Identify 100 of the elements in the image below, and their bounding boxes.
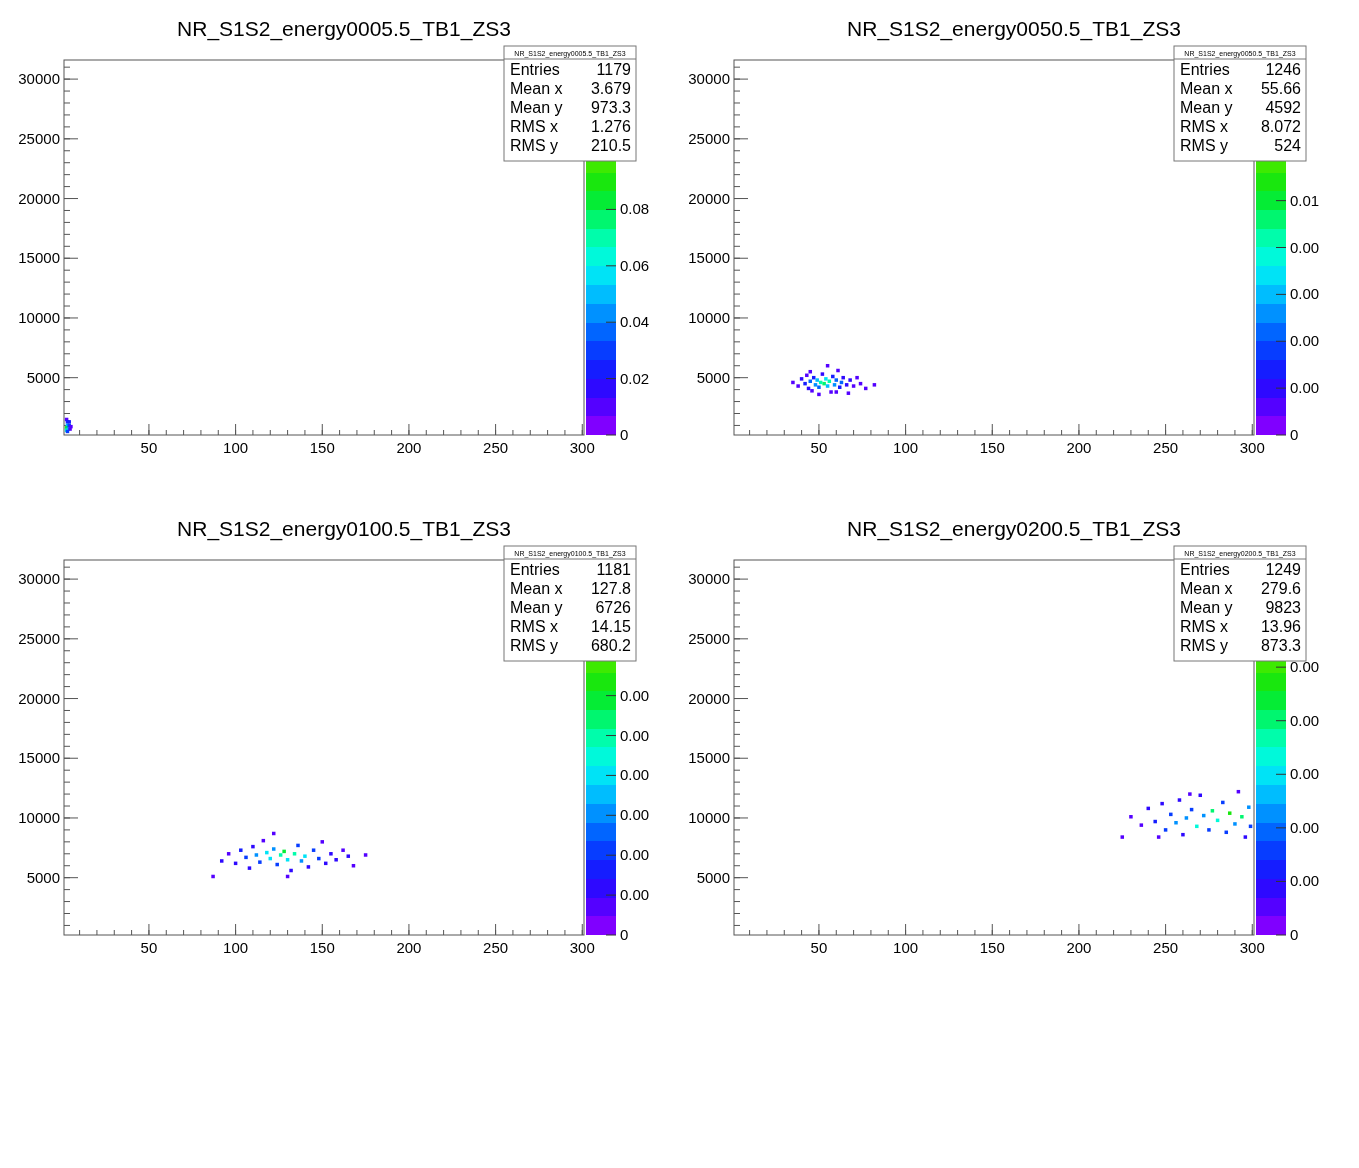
- y-tick-label: 15000: [18, 749, 60, 767]
- x-tick-label: 300: [569, 439, 595, 456]
- chart-title: NR_S1S2_energy0100.5_TB1_ZS3: [177, 517, 511, 541]
- text: 4592: [1265, 99, 1302, 116]
- text: 55.66: [1260, 80, 1302, 97]
- y-tick-label: 20000: [18, 689, 60, 707]
- annotation: RMS y: [1180, 637, 1228, 654]
- color-bar-label: 0.00: [1290, 658, 1320, 676]
- color-bar-label: 0.08: [620, 200, 650, 218]
- color-bar-label: 0.00: [620, 766, 650, 784]
- x-tick-label: 250: [483, 939, 509, 956]
- text: 8.072: [1260, 118, 1302, 135]
- annotation: Mean x: [510, 580, 563, 597]
- y-tick-label: 30000: [688, 70, 730, 88]
- color-bar-label: 0.02: [620, 369, 650, 387]
- y-tick-label: 5000: [696, 868, 730, 886]
- text: 14.15: [590, 618, 632, 635]
- y-tick-label: 20000: [18, 189, 60, 207]
- y-tick-label: 10000: [688, 308, 730, 326]
- x-tick-label: 50: [140, 439, 158, 456]
- text: 1.276: [590, 118, 632, 135]
- color-bar-label: 0.00: [1290, 818, 1320, 836]
- text: 1181: [596, 561, 632, 578]
- color-bar-label: 0: [620, 926, 629, 943]
- x-tick-label: 300: [569, 939, 595, 956]
- y-tick-label: 25000: [18, 629, 60, 647]
- text: 6726: [595, 599, 632, 616]
- color-bar-label: 0.06: [620, 256, 650, 274]
- y-tick-label: 10000: [688, 808, 730, 826]
- annotation: Mean x: [1180, 80, 1233, 97]
- text: 973.3: [590, 99, 632, 116]
- annotation: Mean y: [510, 599, 563, 616]
- color-bar-label: 0.04: [620, 313, 650, 331]
- x-tick-label: 200: [396, 939, 422, 956]
- text: 873.3: [1260, 637, 1302, 654]
- color-bar-label: 0.00: [620, 806, 650, 824]
- annotation: Mean y: [1180, 99, 1233, 116]
- color-bar-label: 0: [1290, 926, 1299, 943]
- text: 13.96: [1260, 618, 1302, 635]
- chart-title: NR_S1S2_energy0050.5_TB1_ZS3: [847, 17, 1181, 41]
- annotation: Entries: [1180, 561, 1230, 578]
- annotation: RMS y: [1180, 137, 1228, 154]
- x-tick-label: 100: [223, 939, 249, 956]
- x-tick-label: 100: [893, 439, 919, 456]
- color-bar-label: 0.00: [620, 686, 650, 704]
- x-tick-label: 150: [309, 439, 335, 456]
- text: 3.679: [590, 80, 632, 97]
- y-tick-label: 5000: [26, 868, 60, 886]
- y-tick-label: 5000: [26, 368, 60, 386]
- annotation: Mean y: [510, 99, 563, 116]
- y-tick-label: 25000: [18, 129, 60, 147]
- x-tick-label: 100: [223, 439, 249, 456]
- chart-title: NR_S1S2_energy0005.5_TB1_ZS3: [177, 17, 511, 41]
- annotation: RMS x: [510, 118, 558, 135]
- color-bar-label: 0.00: [620, 726, 650, 744]
- chart-title: NR_S1S2_energy0200.5_TB1_ZS3: [847, 517, 1181, 541]
- color-bar-label: 0: [1290, 426, 1299, 443]
- annotation: Entries: [510, 61, 560, 78]
- annotation: RMS y: [510, 137, 558, 154]
- y-tick-label: 20000: [688, 689, 730, 707]
- x-tick-label: 50: [810, 939, 828, 956]
- y-tick-label: 10000: [18, 308, 60, 326]
- x-tick-label: 200: [1066, 439, 1092, 456]
- y-tick-label: 15000: [18, 249, 60, 267]
- annotation: Mean y: [1180, 599, 1233, 616]
- y-tick-label: 10000: [18, 808, 60, 826]
- y-tick-label: 5000: [696, 368, 730, 386]
- y-tick-label: 15000: [688, 249, 730, 267]
- x-tick-label: 250: [483, 439, 509, 456]
- x-tick-label: 50: [810, 439, 828, 456]
- y-tick-label: 30000: [18, 570, 60, 588]
- x-tick-label: 250: [1153, 439, 1179, 456]
- text: 9823: [1265, 599, 1302, 616]
- text: 210.5: [590, 137, 632, 154]
- color-bar-label: 0.00: [1290, 872, 1320, 890]
- x-tick-label: 150: [309, 939, 335, 956]
- y-tick-label: 25000: [688, 629, 730, 647]
- x-tick-label: 100: [893, 939, 919, 956]
- x-tick-label: 150: [979, 939, 1005, 956]
- color-bar-label: 0.00: [620, 846, 650, 864]
- color-bar-label: 0.00: [1290, 765, 1320, 783]
- x-tick-label: 250: [1153, 939, 1179, 956]
- annotation: RMS y: [510, 637, 558, 654]
- color-bar-label: 0.00: [1290, 332, 1320, 350]
- text: 279.6: [1260, 580, 1302, 597]
- color-bar-label: 0.00: [1290, 238, 1320, 256]
- x-tick-label: 200: [396, 439, 422, 456]
- annotation: Mean x: [510, 80, 563, 97]
- annotation: Mean x: [1180, 580, 1233, 597]
- text: 680.2: [590, 637, 632, 654]
- annotation: Entries: [510, 561, 560, 578]
- x-tick-label: 150: [979, 439, 1005, 456]
- x-tick-label: 300: [1239, 439, 1265, 456]
- x-tick-label: 200: [1066, 939, 1092, 956]
- color-bar-label: 0.00: [1290, 379, 1320, 397]
- color-bar-label: 0: [620, 426, 629, 443]
- y-tick-label: 30000: [688, 570, 730, 588]
- text: 1179: [596, 61, 632, 78]
- text: 524: [1274, 137, 1302, 154]
- y-tick-label: 30000: [18, 70, 60, 88]
